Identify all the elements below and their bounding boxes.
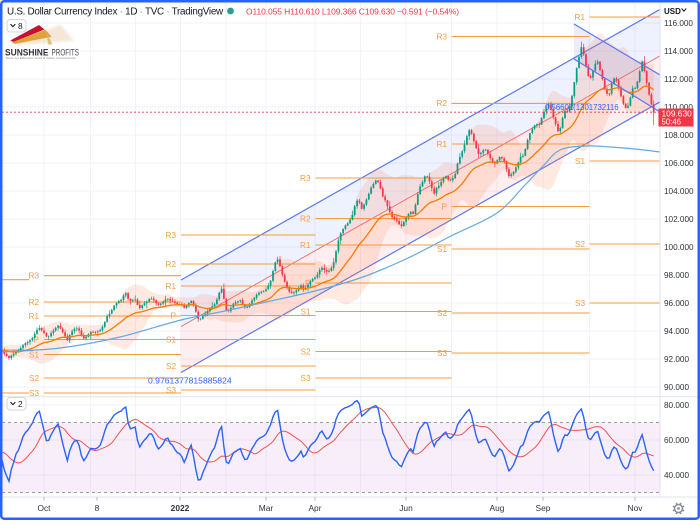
svg-text:Jun: Jun	[399, 503, 413, 513]
svg-text:8: 8	[18, 21, 23, 31]
svg-text:50:46: 50:46	[662, 118, 682, 127]
svg-text:P: P	[442, 202, 448, 211]
svg-text:P: P	[171, 311, 177, 320]
svg-text:R1: R1	[300, 241, 311, 250]
svg-text:40.000: 40.000	[664, 471, 689, 480]
svg-text:102.000: 102.000	[664, 215, 694, 224]
svg-text:U.S. Dollar Currency Index · 1: U.S. Dollar Currency Index · 1D · TVC · …	[7, 7, 224, 18]
svg-text:R3: R3	[437, 32, 448, 41]
svg-text:98.000: 98.000	[664, 271, 689, 280]
svg-text:94.000: 94.000	[664, 327, 689, 336]
svg-text:S3: S3	[166, 386, 176, 395]
svg-text:104.000: 104.000	[664, 187, 694, 196]
svg-text:96.000: 96.000	[664, 299, 689, 308]
svg-text:106.000: 106.000	[664, 159, 694, 168]
svg-text:Tools for Effective Gold & Sil: Tools for Effective Gold & Silver Invest…	[6, 56, 77, 60]
svg-text:110.000: 110.000	[664, 103, 693, 112]
svg-text:Aug: Aug	[490, 503, 505, 513]
svg-text:R1: R1	[29, 312, 40, 321]
svg-text:S3: S3	[300, 374, 310, 383]
svg-text:R3: R3	[29, 272, 40, 281]
svg-text:S1: S1	[575, 157, 585, 166]
svg-text:109.630: 109.630	[662, 109, 693, 119]
svg-text:Oct: Oct	[37, 503, 51, 513]
svg-text:S2: S2	[29, 374, 39, 383]
svg-text:PROFITS: PROFITS	[52, 47, 80, 58]
svg-text:0.56601(1301732116: 0.56601(1301732116	[545, 103, 619, 112]
svg-text:S2: S2	[300, 347, 310, 356]
svg-text:112.000: 112.000	[664, 75, 693, 84]
svg-text:P: P	[34, 335, 40, 344]
svg-text:90.000: 90.000	[664, 383, 689, 392]
svg-text:USD: USD	[664, 7, 681, 16]
svg-text:60.000: 60.000	[664, 436, 689, 445]
svg-text:S1: S1	[300, 307, 310, 316]
svg-text:S1: S1	[437, 245, 447, 254]
svg-text:Apr: Apr	[308, 503, 321, 513]
svg-text:80.000: 80.000	[664, 401, 689, 410]
svg-text:O110.055 H110.610 L109.366 C10: O110.055 H110.610 L109.366 C109.630 −0.5…	[246, 7, 459, 17]
svg-text:Sep: Sep	[536, 503, 551, 513]
svg-text:R2: R2	[437, 99, 448, 108]
svg-text:2022: 2022	[171, 503, 190, 513]
svg-text:2: 2	[18, 399, 23, 409]
svg-text:0.9761377815885824: 0.9761377815885824	[148, 376, 232, 386]
svg-text:92.000: 92.000	[664, 355, 689, 364]
svg-text:116.000: 116.000	[664, 19, 693, 28]
svg-text:R2: R2	[29, 298, 40, 307]
svg-text:P: P	[305, 279, 311, 288]
svg-text:108.000: 108.000	[664, 131, 694, 140]
svg-text:R2: R2	[166, 260, 177, 269]
svg-text:S3: S3	[437, 349, 447, 358]
svg-text:R3: R3	[300, 174, 311, 183]
svg-text:S2: S2	[437, 309, 447, 318]
svg-text:SUNSHINE: SUNSHINE	[5, 47, 49, 58]
svg-text:R1: R1	[166, 282, 177, 291]
svg-text:S1: S1	[166, 335, 176, 344]
svg-text:Nov: Nov	[628, 503, 644, 513]
svg-text:Mar: Mar	[259, 503, 274, 513]
svg-text:R1: R1	[437, 140, 448, 149]
svg-text:R2: R2	[300, 214, 311, 223]
svg-text:S3: S3	[575, 299, 585, 308]
svg-text:S3: S3	[29, 389, 39, 398]
svg-text:114.000: 114.000	[664, 47, 693, 56]
svg-text:R1: R1	[575, 13, 586, 22]
svg-text:S2: S2	[166, 362, 176, 371]
svg-text:8: 8	[95, 503, 100, 513]
svg-text:R3: R3	[166, 231, 177, 240]
svg-text:S1: S1	[29, 350, 39, 359]
svg-text:S2: S2	[575, 240, 585, 249]
svg-text:100.000: 100.000	[664, 243, 694, 252]
